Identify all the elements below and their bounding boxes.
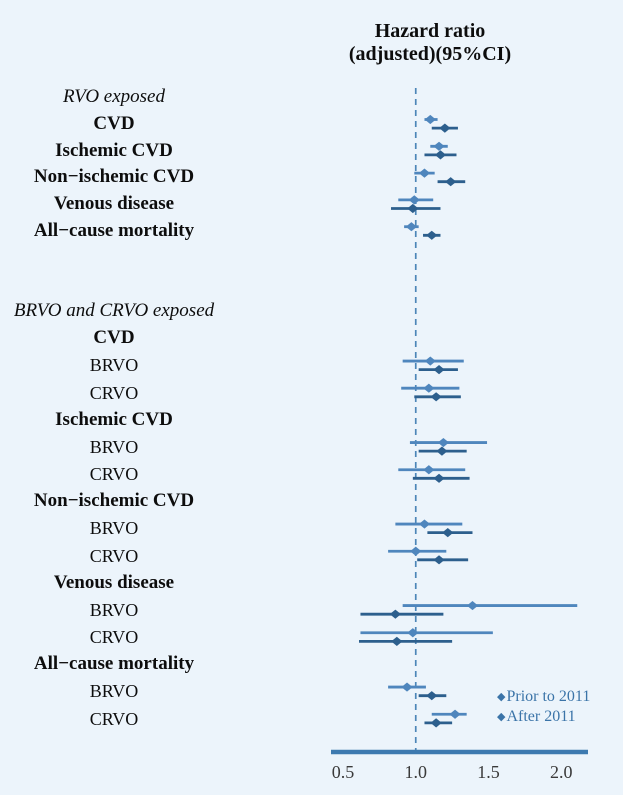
row-label-non-ischemic-cvd: Non−ischemic CVD — [33, 166, 195, 188]
point-diamond-prior — [410, 546, 422, 556]
point-diamond-prior — [423, 465, 435, 475]
point-diamond-after — [430, 718, 442, 728]
row-label-rvo-exposed: RVO exposed — [63, 86, 165, 107]
row-label-non-ischemic-cvd: Non−ischemic CVD — [33, 490, 195, 512]
row-label-brvo: BRVO — [89, 355, 139, 376]
point-diamond-prior — [418, 168, 431, 178]
row-label-crvo: CRVO — [89, 464, 139, 485]
point-diamond-prior — [437, 437, 449, 448]
point-diamond-after — [436, 446, 448, 456]
point-diamond-after — [433, 555, 445, 565]
row-label-brvo-and-crvo-exposed: BRVO and CRVO exposed — [13, 300, 215, 321]
chart-title: Hazard ratio (adjusted)(95%CI) — [280, 20, 580, 66]
chart-title-line2: (adjusted)(95%CI) — [348, 43, 512, 65]
point-diamond-prior — [424, 356, 436, 366]
row-label-cvd: CVD — [93, 112, 135, 134]
point-diamond-prior — [405, 222, 417, 232]
legend-item-after: ◆After 2011 — [497, 707, 576, 727]
row-label-brvo: BRVO — [89, 599, 139, 620]
row-label-all-cause-mortality: All−cause mortality — [33, 220, 195, 241]
point-diamond-prior — [401, 682, 413, 692]
point-diamond-after — [389, 609, 401, 619]
point-diamond-after — [442, 528, 454, 538]
row-label-crvo: CRVO — [89, 627, 139, 648]
point-diamond-prior — [466, 600, 479, 611]
point-diamond-prior — [449, 709, 461, 719]
row-label-crvo: CRVO — [89, 708, 139, 729]
point-diamond-after — [407, 203, 419, 214]
legend-item-prior: ◆Prior to 2011 — [497, 687, 590, 707]
point-diamond-prior — [408, 195, 420, 205]
x-tick-label: 1.5 — [477, 762, 500, 782]
row-label-brvo: BRVO — [89, 681, 139, 702]
legend-after-label: After 2011 — [506, 708, 576, 725]
point-diamond-after — [430, 392, 442, 402]
after-diamond-icon: ◆ — [497, 711, 506, 723]
point-diamond-after — [439, 123, 451, 133]
row-label-crvo: CRVO — [89, 545, 139, 566]
row-label-ischemic-cvd: Ischemic CVD — [55, 139, 173, 161]
point-diamond-after — [426, 230, 438, 240]
row-label-venous-disease: Venous disease — [53, 193, 175, 215]
prior-diamond-icon: ◆ — [497, 691, 506, 703]
point-diamond-after — [391, 636, 403, 646]
point-diamond-prior — [423, 383, 435, 393]
row-label-all-cause-mortality: All−cause mortality — [33, 653, 195, 675]
point-diamond-after — [433, 365, 445, 375]
point-diamond-after — [433, 473, 445, 483]
chart-title-line1: Hazard ratio — [374, 20, 486, 42]
point-diamond-after — [445, 177, 457, 187]
x-tick-label: 2.0 — [550, 762, 573, 782]
point-diamond-after — [426, 691, 438, 701]
point-diamond-after — [434, 150, 447, 160]
point-diamond-prior — [433, 141, 445, 151]
row-label-brvo: BRVO — [89, 436, 139, 457]
row-label-ischemic-cvd: Ischemic CVD — [55, 408, 173, 430]
x-tick-label: 1.0 — [405, 762, 428, 782]
point-diamond-prior — [407, 628, 419, 638]
row-label-brvo: BRVO — [89, 518, 139, 539]
point-diamond-prior — [424, 114, 436, 125]
row-label-cvd: CVD — [93, 327, 135, 349]
row-label-venous-disease: Venous disease — [53, 571, 175, 593]
point-diamond-prior — [418, 519, 431, 529]
x-tick-label: 0.5 — [332, 762, 355, 782]
legend-prior-label: Prior to 2011 — [506, 688, 591, 705]
row-label-crvo: CRVO — [89, 382, 139, 403]
